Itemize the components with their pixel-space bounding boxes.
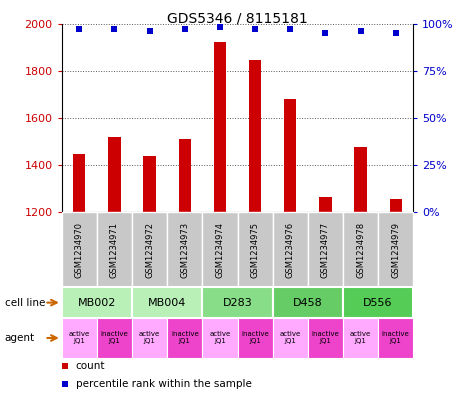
Text: GSM1234973: GSM1234973	[180, 222, 189, 277]
Text: inactive
JQ1: inactive JQ1	[171, 331, 199, 345]
Text: GSM1234974: GSM1234974	[216, 222, 224, 277]
Bar	[273, 212, 308, 287]
Bar	[273, 318, 308, 358]
Text: GSM1234977: GSM1234977	[321, 222, 330, 277]
Text: active
JQ1: active JQ1	[280, 331, 301, 345]
Point	[146, 28, 153, 34]
Bar	[319, 197, 332, 212]
Bar	[132, 287, 202, 318]
Bar	[62, 212, 97, 287]
Bar	[390, 199, 402, 212]
Text: active
JQ1: active JQ1	[69, 331, 90, 345]
Text: D283: D283	[223, 298, 252, 308]
Bar	[343, 212, 378, 287]
Bar	[308, 318, 343, 358]
Point	[266, 131, 273, 137]
Bar	[238, 212, 273, 287]
Text: agent: agent	[5, 333, 35, 343]
Text: GSM1234979: GSM1234979	[391, 222, 400, 277]
Text: inactive
JQ1: inactive JQ1	[382, 331, 409, 345]
Point	[181, 26, 189, 32]
Bar	[73, 154, 86, 212]
Bar	[132, 212, 167, 287]
Text: MB002: MB002	[78, 298, 116, 308]
Bar	[214, 42, 226, 212]
Text: GSM1234975: GSM1234975	[251, 222, 259, 277]
Bar	[143, 156, 156, 212]
Bar	[132, 318, 167, 358]
Bar	[378, 318, 413, 358]
Bar	[108, 137, 121, 212]
Text: GSM1234971: GSM1234971	[110, 222, 119, 277]
Text: count: count	[76, 362, 105, 371]
Bar	[202, 212, 238, 287]
Text: GDS5346 / 8115181: GDS5346 / 8115181	[167, 12, 308, 26]
Bar	[202, 287, 273, 318]
Bar	[97, 212, 132, 287]
Text: D458: D458	[293, 298, 323, 308]
Point	[357, 28, 364, 34]
Bar	[238, 318, 273, 358]
Bar	[202, 318, 238, 358]
Bar	[308, 212, 343, 287]
Bar	[167, 318, 202, 358]
Point	[266, 292, 273, 298]
Point	[76, 26, 83, 32]
Bar	[378, 212, 413, 287]
Point	[216, 24, 224, 31]
Text: inactive
JQ1: inactive JQ1	[241, 331, 269, 345]
Bar	[343, 318, 378, 358]
Point	[286, 26, 294, 32]
Point	[392, 30, 399, 36]
Text: MB004: MB004	[148, 298, 186, 308]
Bar	[284, 99, 296, 212]
Text: active
JQ1: active JQ1	[209, 331, 230, 345]
Text: inactive
JQ1: inactive JQ1	[101, 331, 128, 345]
Bar	[179, 139, 191, 212]
Text: active
JQ1: active JQ1	[139, 331, 160, 345]
Text: GSM1234970: GSM1234970	[75, 222, 84, 277]
Bar	[167, 212, 202, 287]
Bar	[62, 287, 132, 318]
Bar	[62, 318, 97, 358]
Text: GSM1234978: GSM1234978	[356, 222, 365, 277]
Text: percentile rank within the sample: percentile rank within the sample	[76, 379, 252, 389]
Bar	[354, 147, 367, 212]
Point	[111, 26, 118, 32]
Text: cell line: cell line	[5, 298, 45, 308]
Bar	[249, 60, 261, 212]
Text: D556: D556	[363, 298, 393, 308]
Point	[251, 26, 259, 32]
Bar	[97, 318, 132, 358]
Text: inactive
JQ1: inactive JQ1	[312, 331, 339, 345]
Text: active
JQ1: active JQ1	[350, 331, 371, 345]
Text: GSM1234972: GSM1234972	[145, 222, 154, 277]
Point	[322, 30, 329, 36]
Text: GSM1234976: GSM1234976	[286, 222, 294, 277]
Bar	[343, 287, 413, 318]
Bar	[273, 287, 343, 318]
